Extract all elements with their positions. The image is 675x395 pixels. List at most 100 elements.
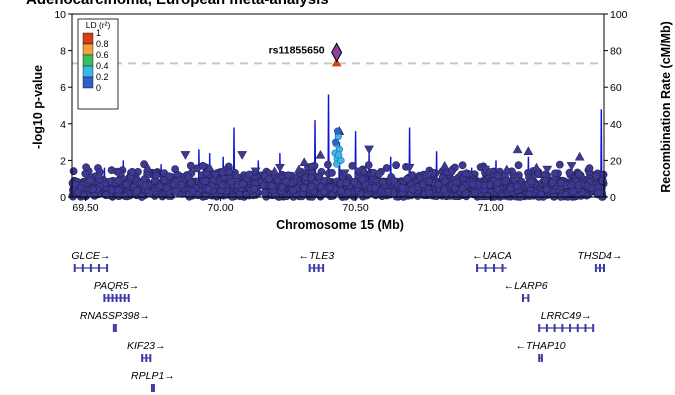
snp-point bbox=[238, 179, 247, 188]
gene-exon bbox=[603, 264, 605, 272]
snp-point bbox=[527, 177, 536, 186]
gene-label: RNA5SP398→ bbox=[80, 310, 150, 322]
snp-point bbox=[224, 168, 233, 176]
gene-exon bbox=[111, 294, 114, 302]
snp-triangle-down bbox=[353, 167, 364, 177]
snp-triangle-down bbox=[112, 169, 123, 179]
gene-glce: GLCE→ bbox=[71, 250, 110, 272]
snp-point bbox=[587, 184, 596, 192]
snp-point bbox=[160, 176, 169, 184]
snp-point bbox=[204, 185, 213, 193]
snp-triangle-up bbox=[231, 170, 242, 179]
snp-point bbox=[288, 186, 297, 195]
snp-point bbox=[245, 170, 254, 179]
snp-point bbox=[483, 192, 492, 201]
gene-exon bbox=[123, 294, 126, 302]
snp-point bbox=[121, 192, 130, 200]
gene-exon bbox=[107, 294, 110, 302]
gene-exon bbox=[127, 294, 130, 302]
snp-point bbox=[227, 177, 235, 186]
gene-thsd4: THSD4→ bbox=[577, 250, 622, 272]
snp-point bbox=[358, 175, 367, 184]
snp-point bbox=[128, 167, 137, 176]
gene-exon bbox=[81, 264, 84, 272]
gene-label: ←LARP6 bbox=[504, 280, 548, 292]
snp-triangle-up bbox=[293, 164, 304, 174]
gene-lrrc49: LRRC49→ bbox=[538, 310, 595, 332]
snp-point bbox=[569, 187, 578, 196]
gene-thap10: ←THAP10 bbox=[515, 340, 566, 362]
gene-exon bbox=[152, 384, 155, 392]
ld-legend: LD (r²) 10.80.60.40.20 bbox=[77, 18, 119, 110]
gene-larp6: ←LARP6 bbox=[504, 280, 548, 302]
gene-exon bbox=[521, 294, 524, 302]
snp-point bbox=[513, 182, 521, 190]
gene-track: GLCE→ PAQR5→ RNA5SP398→ KIF23→ RPLP1→ ←TLE3 ←U… bbox=[71, 250, 622, 392]
snp-triangle-down bbox=[423, 171, 434, 181]
snp-point bbox=[342, 178, 351, 187]
ld-legend-label: 0.6 bbox=[96, 50, 109, 60]
gene-exon bbox=[493, 264, 496, 272]
snp-point bbox=[362, 191, 371, 200]
snp-triangle-down bbox=[339, 169, 350, 179]
gene-exon bbox=[149, 354, 152, 362]
snp-point bbox=[418, 180, 427, 189]
ld-legend-swatch bbox=[82, 32, 94, 45]
snp-point bbox=[250, 184, 259, 193]
snp-point bbox=[440, 185, 449, 194]
snp-point bbox=[398, 183, 407, 192]
gene-label: GLCE→ bbox=[71, 250, 110, 262]
snp-point bbox=[379, 178, 387, 187]
ld-legend-swatches bbox=[82, 32, 94, 89]
gene-exon bbox=[592, 324, 595, 332]
gene-exon bbox=[308, 264, 311, 272]
snp-triangle-down bbox=[180, 151, 191, 160]
lead-snp-label: rs11855650 bbox=[269, 44, 325, 56]
y2-axis-label: Recombination Rate (cM/Mb) bbox=[659, 21, 673, 193]
y-tick-label: 2 bbox=[60, 155, 66, 167]
gene-exon bbox=[317, 264, 320, 272]
gene-label: PAQR5→ bbox=[94, 280, 139, 292]
snp-point bbox=[468, 180, 477, 188]
snp-point bbox=[392, 161, 400, 170]
gene-exon bbox=[501, 264, 504, 272]
gene-uaca: ←UACA bbox=[472, 250, 512, 272]
ld-legend-swatch bbox=[82, 54, 94, 67]
snp-point bbox=[171, 187, 180, 196]
snp-point bbox=[350, 178, 359, 186]
snp-point bbox=[82, 163, 90, 172]
lead-snp-marker bbox=[331, 42, 343, 63]
snp-point bbox=[493, 179, 501, 187]
snp-point bbox=[162, 184, 171, 193]
snp-triangle-up bbox=[523, 146, 534, 155]
snp-point bbox=[132, 187, 141, 195]
y2-tick-label: 20 bbox=[610, 155, 622, 167]
snp-triangle-up bbox=[204, 162, 215, 172]
y-tick-label: 4 bbox=[60, 119, 66, 131]
gene-exon bbox=[89, 264, 92, 272]
snp-point bbox=[152, 171, 161, 180]
snp-point bbox=[374, 170, 383, 178]
x-tick-label: 71.00 bbox=[477, 202, 503, 214]
snp-triangle-up bbox=[574, 151, 585, 161]
ld-legend-label: 0 bbox=[96, 83, 101, 93]
snp-point bbox=[592, 172, 601, 180]
snp-point bbox=[73, 188, 82, 197]
snp-point bbox=[327, 168, 336, 177]
y2-tick-label: 0 bbox=[610, 192, 616, 204]
plot-frame bbox=[71, 13, 605, 198]
x-tick-label: 69.50 bbox=[72, 202, 98, 214]
gene-label: ←THAP10 bbox=[515, 340, 565, 352]
x-tick-label: 70.00 bbox=[207, 202, 233, 214]
gene-exon bbox=[476, 264, 479, 272]
ld-snp-point bbox=[333, 127, 342, 135]
snp-point bbox=[574, 181, 583, 189]
y-tick-label: 8 bbox=[60, 46, 66, 58]
snp-triangle-down bbox=[566, 162, 577, 171]
snp-point bbox=[114, 176, 123, 185]
snp-point bbox=[344, 188, 353, 197]
gene-tle3: ←TLE3 bbox=[299, 250, 334, 272]
snp-triangle-up bbox=[94, 170, 104, 179]
snp-point bbox=[265, 175, 273, 183]
snp-point bbox=[557, 178, 566, 187]
